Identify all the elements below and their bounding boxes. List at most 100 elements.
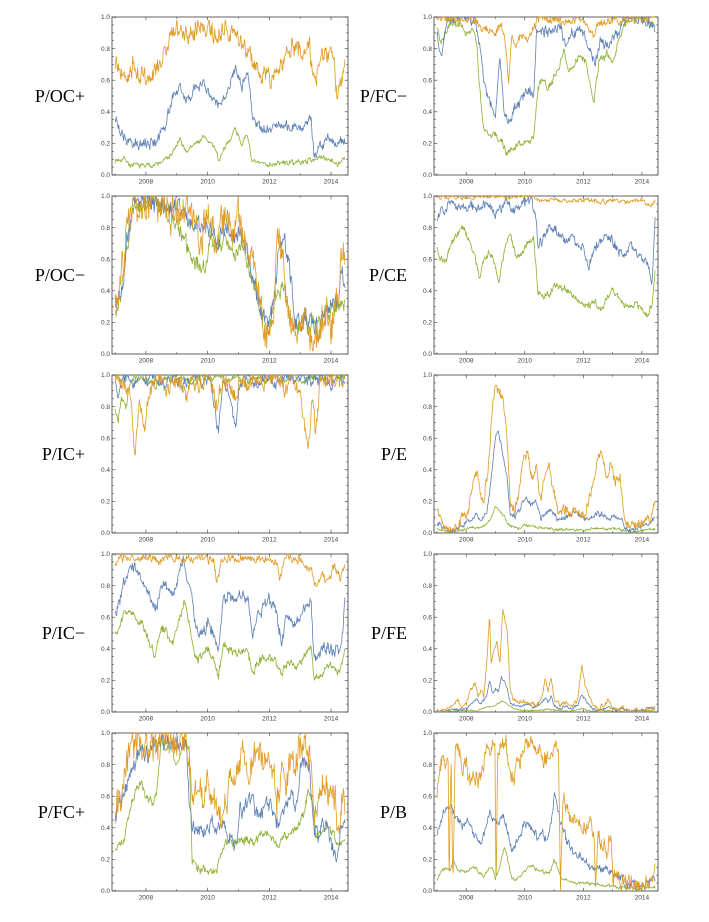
y-tick-label: 0.8: [101, 225, 110, 232]
chart-label: P/FE: [370, 622, 407, 643]
y-tick-label: 1.0: [423, 372, 432, 379]
series-lines: [114, 19, 346, 169]
x-tick-label: 2012: [576, 358, 591, 365]
chart-label-box: P/B: [354, 730, 418, 909]
chart-label-box: P/OC+: [0, 14, 96, 193]
series-lines: [436, 609, 656, 713]
chart-label: P/OC−: [34, 264, 85, 285]
y-tick-label: 0.2: [423, 320, 432, 327]
y-tick-label: 0.0: [423, 709, 432, 716]
y-tick-label: 1.0: [101, 730, 110, 737]
series-line-orange: [436, 16, 656, 84]
series-line-orange: [114, 374, 346, 456]
x-tick-label: 2012: [576, 895, 591, 902]
y-tick-label: 0.4: [101, 109, 110, 116]
chart-cell: P/E 0.0 0.2 0.4 0.6 0.8 1.0 2008 2010 2012 2014: [354, 372, 664, 551]
x-tick-label: 2010: [518, 179, 533, 186]
y-tick-label: 0.0: [423, 888, 432, 895]
y-tick-label: 0.4: [101, 825, 110, 832]
x-tick-label: 2010: [200, 716, 215, 723]
plot-frame: [111, 374, 349, 534]
y-tick-label: 1.0: [423, 193, 432, 200]
axis-ticks: [434, 553, 658, 713]
y-tick-label: 0.8: [423, 583, 432, 590]
plot-frame: [433, 16, 659, 176]
y-tick-label: 0.6: [101, 435, 110, 442]
series-line-green: [114, 127, 346, 169]
chart-plot: 0.0 0.2 0.4 0.6 0.8 1.0 2008 2010 2012 2014: [101, 14, 349, 186]
series-lines: [114, 374, 346, 456]
x-tick-label: 2012: [262, 179, 277, 186]
chart-plot: 0.0 0.2 0.4 0.6 0.8 1.0 2008 2010 2012 2014: [423, 551, 659, 723]
y-tick-label: 0.4: [101, 467, 110, 474]
x-tick-label: 2010: [518, 716, 533, 723]
chart-label: P/IC−: [41, 622, 85, 643]
x-tick-label: 2014: [635, 358, 650, 365]
y-tick-label: 0.0: [101, 351, 110, 358]
series-line-orange: [114, 553, 346, 587]
series-lines: [436, 195, 656, 318]
y-tick-label: 1.0: [423, 551, 432, 558]
y-tick-label: 0.8: [423, 404, 432, 411]
series-lines: [114, 732, 346, 875]
y-tick-label: 0.4: [423, 646, 432, 653]
series-lines: [436, 734, 656, 892]
x-tick-label: 2014: [324, 179, 339, 186]
plot-frame: [433, 732, 659, 892]
axis-ticks: [112, 195, 348, 355]
series-lines: [114, 195, 346, 352]
axis-tick-labels: 0.0 0.2 0.4 0.6 0.8 1.0 2008 2010 2012 2014: [101, 193, 339, 364]
chart-cell: P/IC+ 0.0 0.2 0.4 0.6 0.8 1.0 2008 2010 2012 2014: [0, 372, 354, 551]
y-tick-label: 0.6: [101, 793, 110, 800]
y-tick-label: 0.2: [101, 499, 110, 506]
series-line-green: [436, 700, 656, 713]
chart-label: P/FC−: [359, 85, 407, 106]
chart-plot: 0.0 0.2 0.4 0.6 0.8 1.0 2008 2010 2012 2014: [101, 193, 349, 365]
x-tick-label: 2010: [200, 179, 215, 186]
chart-label-box: P/E: [354, 372, 418, 551]
chart-label: P/CE: [368, 264, 407, 285]
x-tick-label: 2012: [262, 895, 277, 902]
x-tick-label: 2014: [635, 179, 650, 186]
axis-tick-labels: 0.0 0.2 0.4 0.6 0.8 1.0 2008 2010 2012 2014: [101, 372, 339, 543]
x-tick-label: 2010: [518, 358, 533, 365]
x-tick-label: 2010: [200, 895, 215, 902]
series-line-green: [436, 225, 656, 318]
y-tick-label: 0.2: [423, 857, 432, 864]
axis-tick-labels: 0.0 0.2 0.4 0.6 0.8 1.0 2008 2010 2012 2014: [101, 14, 339, 185]
chart-plot: 0.0 0.2 0.4 0.6 0.8 1.0 2008 2010 2012 2014: [101, 372, 349, 544]
series-line-blue: [436, 16, 656, 125]
series-line-green: [114, 600, 346, 681]
y-tick-label: 1.0: [101, 372, 110, 379]
x-tick-label: 2008: [459, 537, 474, 544]
y-tick-label: 0.2: [101, 320, 110, 327]
series-line-blue: [436, 430, 656, 534]
series-line-blue: [436, 792, 656, 891]
y-tick-label: 0.6: [423, 614, 432, 621]
x-tick-label: 2014: [635, 537, 650, 544]
x-tick-label: 2010: [518, 895, 533, 902]
chart-cell: P/B 0.0 0.2 0.4 0.6 0.8 1.0 2008 2010 2012 2014: [354, 730, 664, 909]
y-tick-label: 0.4: [423, 288, 432, 295]
x-tick-label: 2012: [576, 716, 591, 723]
chart-cell: P/FC− 0.0 0.2 0.4 0.6 0.8 1.0 2008 2010 2012 2014: [354, 14, 664, 193]
chart-label-box: P/CE: [354, 193, 418, 372]
x-tick-label: 2008: [139, 537, 154, 544]
chart-label-box: P/OC−: [0, 193, 96, 372]
chart-label-box: P/FC+: [0, 730, 96, 909]
x-tick-label: 2008: [139, 895, 154, 902]
chart-label-box: P/IC−: [0, 551, 96, 730]
chart-label: P/OC+: [34, 85, 85, 106]
x-tick-label: 2014: [324, 716, 339, 723]
y-tick-label: 0.2: [101, 678, 110, 685]
y-tick-label: 0.0: [423, 351, 432, 358]
y-tick-label: 0.2: [101, 141, 110, 148]
x-tick-label: 2010: [518, 537, 533, 544]
y-tick-label: 0.4: [423, 109, 432, 116]
y-tick-label: 0.8: [423, 225, 432, 232]
chart-label: P/E: [380, 443, 407, 464]
chart-label-box: P/FE: [354, 551, 418, 730]
chart-plot: 0.0 0.2 0.4 0.6 0.8 1.0 2008 2010 2012 2014: [101, 551, 349, 723]
series-line-orange: [114, 732, 346, 834]
